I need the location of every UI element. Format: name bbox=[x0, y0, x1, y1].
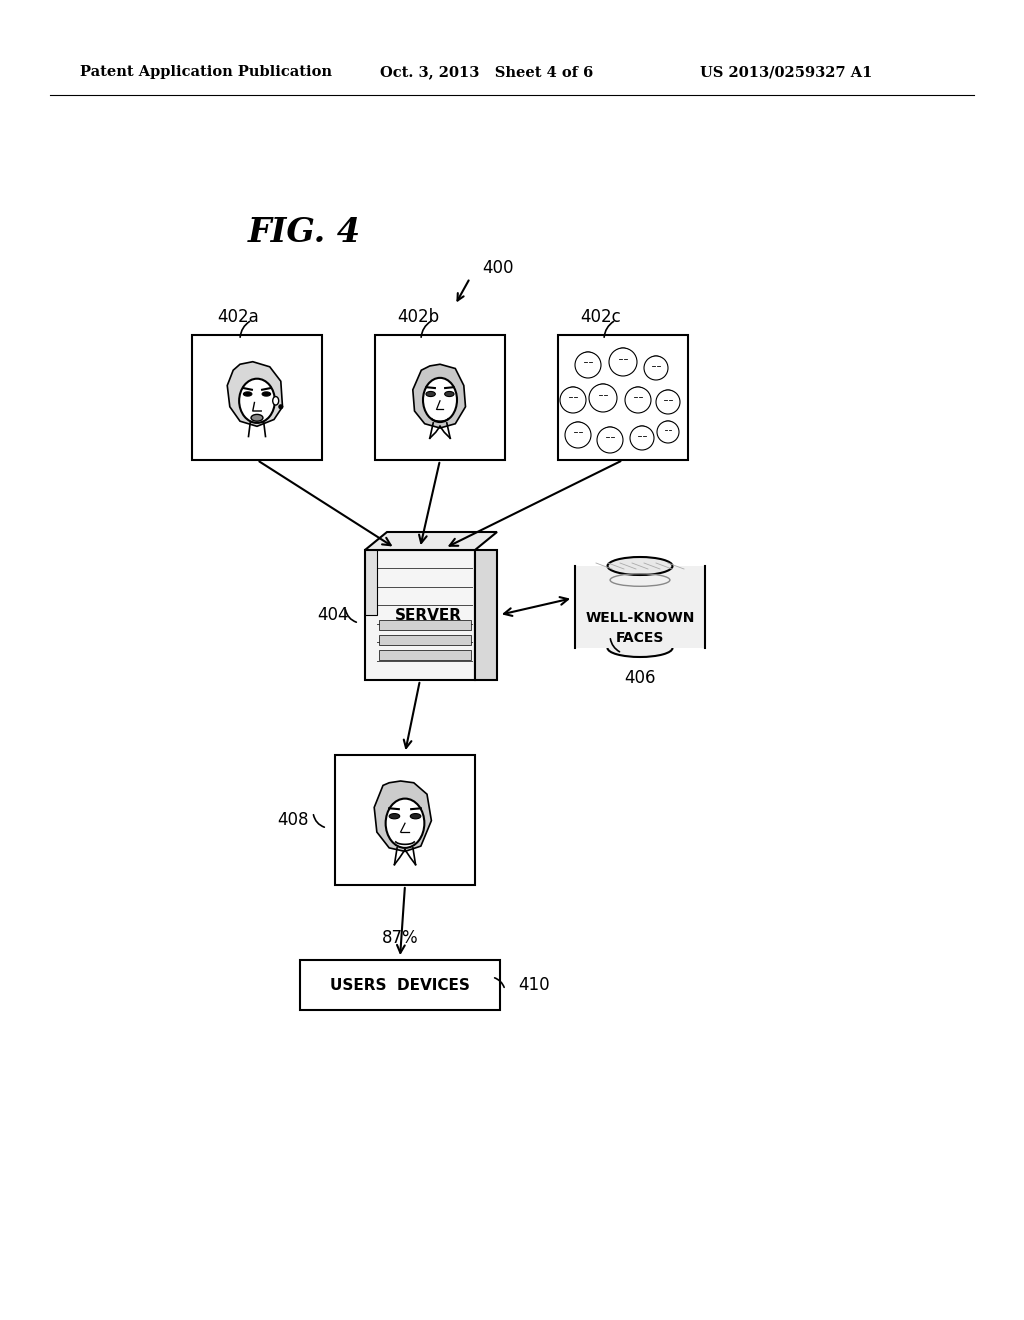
Text: 402a: 402a bbox=[217, 308, 259, 326]
Text: 87%: 87% bbox=[382, 929, 419, 946]
Text: Oct. 3, 2013   Sheet 4 of 6: Oct. 3, 2013 Sheet 4 of 6 bbox=[380, 65, 593, 79]
Bar bbox=[335, 755, 475, 884]
Bar bbox=[193, 335, 322, 459]
Ellipse shape bbox=[272, 396, 279, 405]
Circle shape bbox=[560, 387, 586, 413]
Circle shape bbox=[565, 422, 591, 447]
Bar bbox=[379, 620, 471, 630]
Circle shape bbox=[609, 348, 637, 376]
Bar bbox=[365, 550, 475, 680]
Text: Patent Application Publication: Patent Application Publication bbox=[80, 65, 332, 79]
Ellipse shape bbox=[444, 392, 454, 396]
Text: 404: 404 bbox=[317, 606, 348, 624]
Text: 408: 408 bbox=[278, 810, 308, 829]
Ellipse shape bbox=[240, 379, 274, 422]
Ellipse shape bbox=[423, 378, 457, 422]
Text: SERVER: SERVER bbox=[394, 607, 462, 623]
Circle shape bbox=[644, 356, 668, 380]
Ellipse shape bbox=[262, 392, 270, 396]
Text: FIG. 4: FIG. 4 bbox=[248, 215, 361, 248]
Text: 400: 400 bbox=[482, 259, 513, 277]
Text: 406: 406 bbox=[625, 669, 655, 686]
Circle shape bbox=[625, 387, 651, 413]
Text: 402c: 402c bbox=[580, 308, 621, 326]
Circle shape bbox=[657, 421, 679, 444]
Polygon shape bbox=[374, 781, 431, 851]
Circle shape bbox=[279, 404, 284, 409]
Bar bbox=[558, 335, 688, 459]
Polygon shape bbox=[413, 364, 466, 428]
Ellipse shape bbox=[411, 813, 421, 818]
Ellipse shape bbox=[607, 639, 673, 657]
Ellipse shape bbox=[386, 799, 424, 847]
Circle shape bbox=[589, 384, 617, 412]
Bar bbox=[365, 550, 377, 615]
Circle shape bbox=[575, 352, 601, 378]
Ellipse shape bbox=[607, 557, 673, 576]
Polygon shape bbox=[227, 362, 283, 426]
Bar bbox=[379, 635, 471, 645]
Ellipse shape bbox=[426, 392, 435, 396]
Circle shape bbox=[630, 426, 654, 450]
Ellipse shape bbox=[389, 813, 399, 818]
Text: USERS  DEVICES: USERS DEVICES bbox=[330, 978, 470, 993]
Bar bbox=[575, 566, 705, 648]
Bar bbox=[300, 960, 500, 1010]
Circle shape bbox=[656, 389, 680, 414]
Ellipse shape bbox=[251, 414, 263, 421]
Text: US 2013/0259327 A1: US 2013/0259327 A1 bbox=[700, 65, 872, 79]
Circle shape bbox=[597, 426, 623, 453]
Text: WELL-KNOWN: WELL-KNOWN bbox=[586, 611, 694, 624]
Text: FACES: FACES bbox=[615, 631, 665, 645]
Polygon shape bbox=[475, 550, 497, 680]
Text: 402b: 402b bbox=[397, 308, 439, 326]
Text: 410: 410 bbox=[518, 975, 550, 994]
Bar bbox=[379, 649, 471, 660]
Bar bbox=[375, 335, 505, 459]
Polygon shape bbox=[365, 532, 497, 550]
Ellipse shape bbox=[244, 392, 252, 396]
